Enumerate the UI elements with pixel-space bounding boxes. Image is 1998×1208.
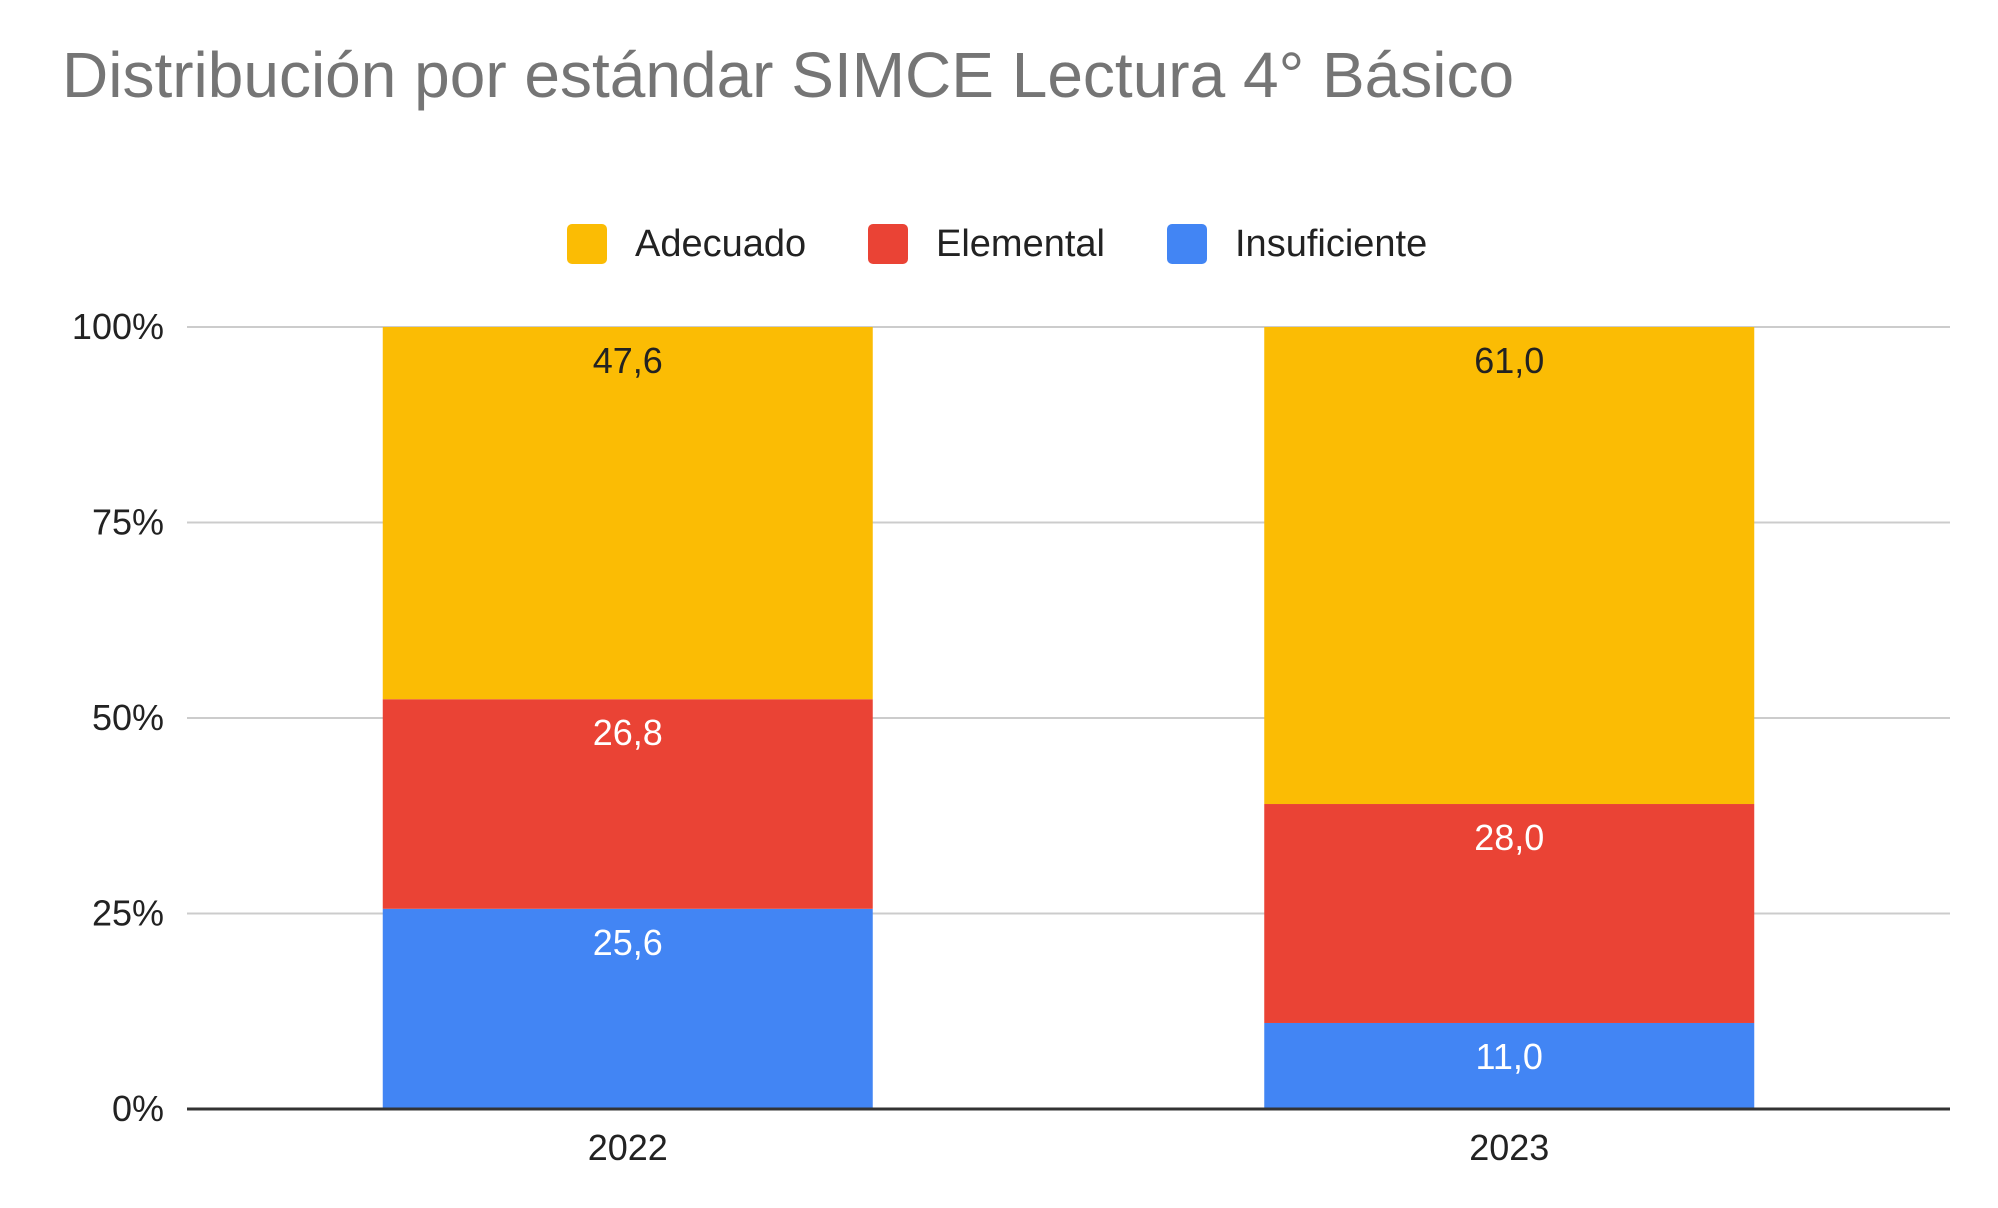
data-label: 26,8: [593, 712, 663, 753]
legend: Adecuado Elemental Insuficiente: [567, 223, 1427, 265]
bar-adecuado-2023: [1264, 327, 1755, 805]
bar-adecuado-2022: [382, 327, 873, 700]
bar-elemental-2022: [382, 699, 873, 909]
data-label: 61,0: [1474, 340, 1544, 381]
legend-swatch-elemental: [868, 224, 908, 264]
x-tick-label: 2022: [588, 1127, 668, 1168]
data-label: 47,6: [593, 340, 663, 381]
y-tick-label: 50%: [92, 697, 164, 738]
legend-swatch-insuficiente: [1167, 224, 1207, 264]
bar-insuficiente-2023: [1264, 1022, 1755, 1109]
bars: 25,6 26,8 47,6 11,0 28,0 61,0: [382, 327, 1755, 1109]
legend-label: Insuficiente: [1235, 223, 1427, 265]
axes: 0% 25% 50% 75% 100% 2022 2023: [72, 306, 1950, 1168]
bar-insuficiente-2022: [382, 908, 873, 1109]
bar-elemental-2023: [1264, 804, 1755, 1023]
y-tick-label: 75%: [92, 502, 164, 543]
legend-swatch-adecuado: [567, 224, 607, 264]
data-label: 25,6: [593, 922, 663, 963]
x-tick-label: 2023: [1469, 1127, 1549, 1168]
y-tick-label: 100%: [72, 306, 164, 347]
y-tick-label: 25%: [92, 893, 164, 934]
chart-title: Distribución por estándar SIMCE Lectura …: [62, 39, 1515, 111]
data-label: 28,0: [1474, 817, 1544, 858]
legend-label: Elemental: [936, 223, 1105, 265]
y-tick-label: 0%: [112, 1088, 164, 1129]
data-label: 11,0: [1476, 1036, 1543, 1077]
legend-label: Adecuado: [635, 223, 806, 265]
